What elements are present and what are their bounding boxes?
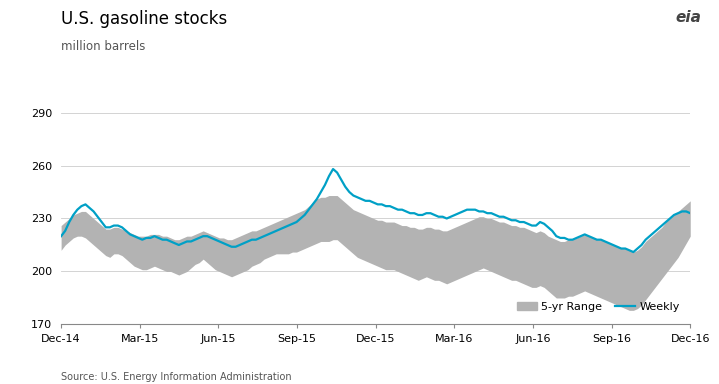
Text: U.S. gasoline stocks: U.S. gasoline stocks [61,10,227,28]
Legend: 5-yr Range, Weekly: 5-yr Range, Weekly [512,298,684,317]
Text: Source: U.S. Energy Information Administration: Source: U.S. Energy Information Administ… [61,372,292,382]
Text: million barrels: million barrels [61,40,145,53]
Text: eia: eia [675,10,701,25]
